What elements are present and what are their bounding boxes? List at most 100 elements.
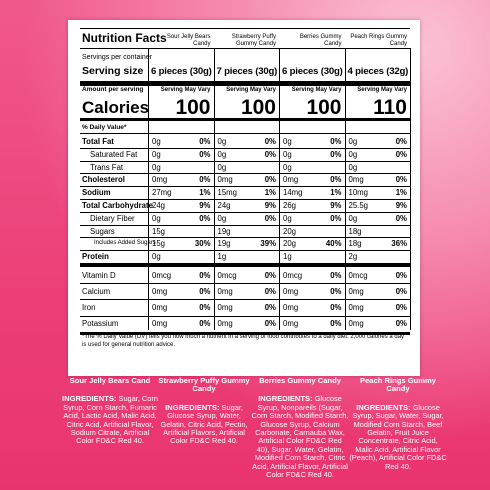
rule xyxy=(80,28,410,29)
amount: 0g xyxy=(283,149,292,159)
ingredients-title: Berries Gummy Candy xyxy=(259,376,341,385)
rule xyxy=(80,186,410,187)
daily-value: 0% xyxy=(395,136,407,146)
nutrient-label: Total Carbohydrate xyxy=(82,200,153,210)
amount: 0mcg xyxy=(348,270,368,280)
nutrient-label: Total Fat xyxy=(82,136,114,146)
daily-value: 0% xyxy=(330,175,342,185)
rule xyxy=(80,147,410,149)
amount: 18g xyxy=(348,226,362,236)
amount: 1g xyxy=(283,252,292,262)
nutrient-label: Includes Added Sugars xyxy=(94,240,156,247)
amount: 0g xyxy=(152,162,161,172)
daily-value: 1% xyxy=(330,188,342,198)
amount: 0mg xyxy=(348,175,364,185)
amount: 0mcg xyxy=(283,270,303,280)
amount: 0mg xyxy=(283,319,299,329)
daily-value: 9% xyxy=(199,200,211,210)
amount: 24g xyxy=(217,200,231,210)
calories: 110 xyxy=(373,96,407,119)
nutrient-label: Potassium xyxy=(82,319,119,329)
daily-value: 0% xyxy=(330,286,342,296)
product-name: Peach Rings Gummy Candy xyxy=(350,34,407,47)
rule xyxy=(80,133,410,134)
product-name: Strawberry Puffy Gummy Candy xyxy=(231,34,276,47)
amount: 0mg xyxy=(283,175,299,185)
amount: 0g xyxy=(283,162,292,172)
ingredients-title: Peach Rings Gummy Candy xyxy=(360,376,436,394)
daily-value: 0% xyxy=(330,149,342,159)
rule xyxy=(80,331,410,335)
rule xyxy=(80,250,410,251)
amount: 0g xyxy=(348,162,358,172)
ingredients-title: Strawberry Puffy Gummy Candy xyxy=(158,376,250,394)
daily-value: 0% xyxy=(330,319,342,329)
daily-value: 0% xyxy=(395,270,407,280)
daily-value: 0% xyxy=(330,136,342,146)
amount: 0mcg xyxy=(217,270,237,280)
amount: 18g xyxy=(348,239,362,249)
amount: 0g xyxy=(152,252,161,262)
ingredients: Strawberry Puffy Gummy Candy INGREDIENTS:… xyxy=(155,376,253,446)
nutrient-label: Saturated Fat xyxy=(90,149,138,159)
amount: 19g xyxy=(217,226,231,236)
amount: 0mg xyxy=(217,303,233,312)
serving-size: 4 pieces (32g) xyxy=(347,66,409,77)
daily-value: 0% xyxy=(330,213,342,223)
amount: 14mg xyxy=(283,188,303,198)
amount: 0mcg xyxy=(152,270,172,280)
daily-value: 0% xyxy=(199,213,211,223)
calories: 100 xyxy=(175,96,211,119)
daily-value: 0% xyxy=(199,175,211,185)
daily-value: 0% xyxy=(264,319,276,329)
amount: 0mg xyxy=(283,286,299,296)
daily-value: 0% xyxy=(264,270,276,280)
column-rule xyxy=(410,48,411,330)
ingredients-title: Sour Jelly Bears Cand xyxy=(69,376,151,385)
rule xyxy=(80,199,410,200)
daily-value: 9% xyxy=(330,200,342,210)
rule xyxy=(80,48,410,49)
label-panel xyxy=(68,20,420,376)
calories-label: Calories xyxy=(82,98,150,117)
daily-value: 0% xyxy=(264,136,276,146)
servings-label: Servings per container xyxy=(82,54,153,61)
nutrient-label: Trans Fat xyxy=(90,162,124,172)
daily-value: 1% xyxy=(395,188,407,198)
serving-size: 6 pieces (30g) xyxy=(282,66,343,77)
daily-value: 0% xyxy=(264,149,276,159)
daily-value: 0% xyxy=(199,136,211,146)
nutrient-label: Calcium xyxy=(82,286,111,296)
daily-value: 0% xyxy=(199,303,211,312)
daily-value: 0% xyxy=(199,319,211,329)
amount: 0mg xyxy=(283,303,299,312)
nutrient-label: Protein xyxy=(82,252,109,262)
amount: 24g xyxy=(152,200,166,210)
serving-note: Serving May Vary xyxy=(226,87,276,93)
amount: 26g xyxy=(283,200,297,210)
nutrient-label: Sugars xyxy=(90,226,115,236)
daily-value: 0% xyxy=(330,303,342,312)
daily-value: 0% xyxy=(395,286,407,296)
product-name: Berries Gummy Candy xyxy=(299,34,342,47)
rule xyxy=(80,315,410,317)
amount: 0mg xyxy=(217,175,233,185)
daily-value: 0% xyxy=(395,149,407,159)
footnote: *The % Daily Value (DV) tells you how mu… xyxy=(82,334,405,348)
amount: 0mg xyxy=(217,319,233,329)
daily-value: 0% xyxy=(199,149,211,159)
rule xyxy=(80,211,410,213)
amount: 15mg xyxy=(217,188,238,198)
amount: 0g xyxy=(217,162,227,172)
daily-value: 1% xyxy=(199,188,211,198)
amount: 0mg xyxy=(152,286,168,296)
rule xyxy=(80,81,410,86)
amount: 27mg xyxy=(152,188,172,198)
amount: 0g xyxy=(217,149,227,159)
daily-value: 40% xyxy=(325,239,342,249)
ingredients-text: Sugar, Glucose Syrup, Water, Gelatin, Ci… xyxy=(160,402,248,446)
column-rule xyxy=(148,48,149,330)
nutrient-label: Sodium xyxy=(82,188,111,198)
ingredients: Sour Jelly Bears Cand INGREDIENTS: Sugar,… xyxy=(61,376,159,446)
